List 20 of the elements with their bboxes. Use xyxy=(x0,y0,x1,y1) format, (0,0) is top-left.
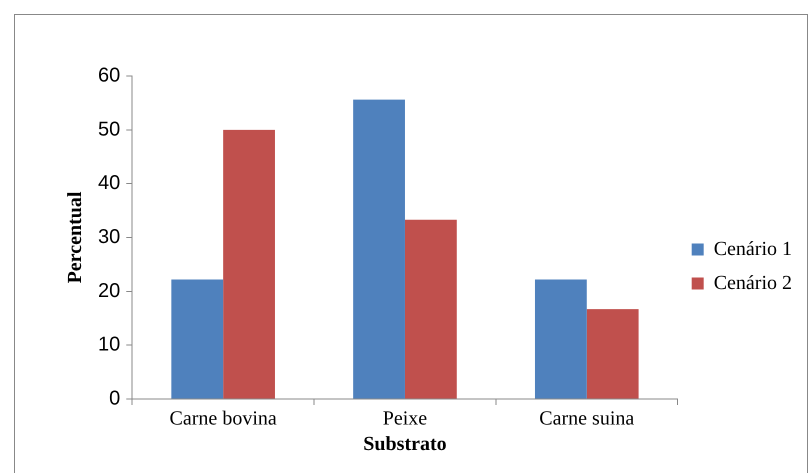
bar xyxy=(353,100,405,398)
y-tick-label: 10 xyxy=(98,334,120,356)
x-axis-title: Substrato xyxy=(363,433,447,456)
y-tick-label: 20 xyxy=(98,280,120,302)
bar xyxy=(223,130,275,398)
bar xyxy=(586,309,639,398)
legend-label: Cenário 1 xyxy=(714,238,792,260)
bar xyxy=(171,279,224,398)
bar xyxy=(534,279,587,398)
y-tick-label: 60 xyxy=(98,64,120,87)
y-tick-label: 40 xyxy=(98,172,120,194)
x-tick-label: Carne suina xyxy=(539,407,634,430)
legend-label: Cenário 2 xyxy=(714,272,792,294)
y-tick-label: 0 xyxy=(109,388,120,410)
x-tick-label: Peixe xyxy=(382,407,428,430)
y-axis-title: Percentual xyxy=(64,191,86,284)
y-tick-label: 30 xyxy=(98,226,120,248)
bar xyxy=(404,220,457,398)
y-tick-label: 50 xyxy=(98,118,120,140)
x-tick-label: Carne bovina xyxy=(170,407,277,430)
